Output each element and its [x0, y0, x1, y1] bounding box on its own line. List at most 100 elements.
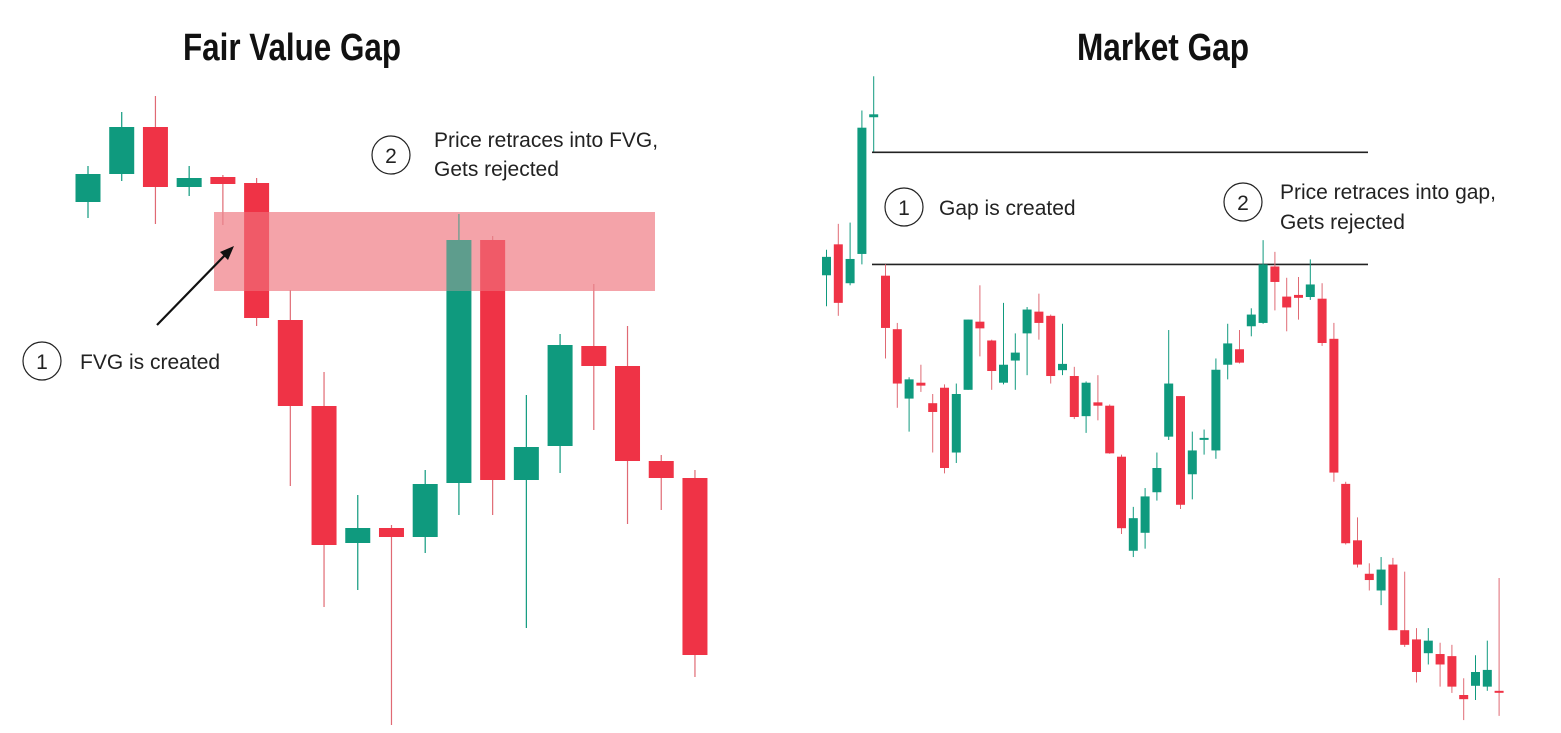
- bullish-candle: [1246, 308, 1256, 337]
- bullish-candle: [1010, 333, 1020, 390]
- bullish-candle: [345, 495, 371, 590]
- candle-body: [940, 387, 949, 468]
- candle-body: [1235, 349, 1244, 363]
- candle-body: [1329, 338, 1339, 473]
- bearish-candle: [682, 470, 708, 677]
- bullish-candle: [951, 383, 961, 463]
- candle-body: [999, 364, 1008, 383]
- candle-body: [1412, 639, 1421, 673]
- gap-note-1: Gap is created: [939, 197, 1076, 220]
- gap-annotation-1: 1 Gap is created: [884, 187, 1076, 227]
- candle-body: [109, 127, 135, 174]
- market-gap-chart-title: Market Gap: [1077, 27, 1249, 69]
- bullish-candle: [1482, 640, 1492, 691]
- candle-body: [1388, 564, 1398, 631]
- bullish-candle: [1423, 628, 1433, 665]
- candle-body: [845, 258, 855, 284]
- bullish-candle: [999, 302, 1008, 385]
- gap-annotation-2: 2 Price retraces into gap, Gets rejected: [1223, 181, 1496, 234]
- bearish-candle: [1341, 481, 1351, 545]
- candle-body: [904, 379, 914, 399]
- candle-body: [176, 178, 202, 187]
- candle-body: [916, 382, 926, 386]
- bullish-candle: [963, 319, 973, 390]
- bearish-candle: [1412, 628, 1421, 683]
- bearish-candle: [892, 322, 902, 408]
- candle-body: [1435, 654, 1445, 665]
- candle-body: [951, 393, 961, 453]
- candle-body: [1187, 450, 1197, 475]
- bearish-candle: [615, 326, 641, 524]
- bullish-candle: [75, 166, 101, 218]
- bearish-candle: [277, 290, 303, 486]
- bullish-candle: [1223, 323, 1233, 380]
- candle-body: [975, 321, 985, 329]
- candle-body: [1258, 264, 1268, 323]
- candle-body: [1353, 540, 1362, 565]
- bearish-candle: [916, 364, 926, 392]
- bullish-candle: [869, 76, 879, 152]
- candle-body: [1459, 695, 1469, 700]
- bullish-candle: [1199, 429, 1209, 455]
- candle-body: [1058, 363, 1067, 371]
- candle-body: [1010, 352, 1020, 361]
- candle-body: [1199, 437, 1209, 440]
- bearish-candle: [142, 96, 168, 224]
- bearish-candle: [480, 236, 506, 515]
- fvg-zone-overlay: [214, 212, 655, 291]
- bearish-candle: [378, 525, 404, 725]
- bearish-candle: [1294, 276, 1303, 320]
- candle-body: [1046, 315, 1056, 377]
- bearish-candle: [975, 285, 985, 357]
- gap-note-2-line-2: Gets rejected: [1280, 211, 1405, 234]
- candle-body: [1341, 483, 1351, 544]
- candle-body: [987, 340, 997, 372]
- fvg-note-1: FVG is created: [80, 351, 220, 374]
- bullish-candle: [857, 110, 867, 265]
- candle-body: [648, 461, 674, 478]
- candle-body: [412, 484, 438, 537]
- bullish-candle: [1022, 307, 1032, 376]
- candle-body: [277, 320, 303, 406]
- bullish-candle: [904, 377, 914, 432]
- fvg-zone-rect: [214, 212, 655, 291]
- bearish-candle: [1494, 577, 1504, 716]
- candle-body: [1376, 569, 1386, 591]
- step-circle-2: [1223, 182, 1263, 222]
- bullish-candle: [1187, 431, 1197, 500]
- candle-body: [1022, 309, 1032, 334]
- bearish-candle: [987, 339, 997, 390]
- fvg-candles: [75, 96, 708, 725]
- fvg-arrow-icon: [156, 246, 234, 326]
- bullish-candle: [547, 334, 573, 473]
- candle-body: [1081, 382, 1091, 417]
- bearish-candle: [1353, 517, 1362, 568]
- bullish-candle: [109, 112, 135, 181]
- candle-body: [1471, 672, 1480, 686]
- bearish-candle: [881, 264, 890, 359]
- candle-body: [1294, 294, 1303, 298]
- candle-body: [928, 403, 938, 412]
- bullish-candle: [412, 470, 438, 553]
- candle-body: [244, 183, 270, 318]
- candle-body: [682, 478, 708, 655]
- bearish-candle: [1105, 404, 1115, 454]
- candle-body: [1423, 640, 1433, 654]
- bearish-candle: [1093, 375, 1103, 421]
- bearish-candle: [210, 175, 236, 225]
- bullish-candle: [1140, 488, 1150, 549]
- candle-body: [869, 114, 879, 118]
- candle-body: [345, 528, 371, 543]
- bearish-candle: [940, 384, 949, 474]
- candle-body: [615, 366, 641, 461]
- step-circle-1: [884, 187, 924, 227]
- bearish-candle: [833, 223, 843, 316]
- candle-body: [1128, 518, 1138, 551]
- candle-body: [1364, 573, 1374, 581]
- fvg-note-2-line-1: Price retraces into FVG,: [434, 129, 658, 152]
- candle-body: [1305, 284, 1315, 298]
- candle-body: [581, 346, 607, 366]
- step-number-2: 2: [1237, 192, 1249, 215]
- bearish-candle: [1317, 283, 1327, 346]
